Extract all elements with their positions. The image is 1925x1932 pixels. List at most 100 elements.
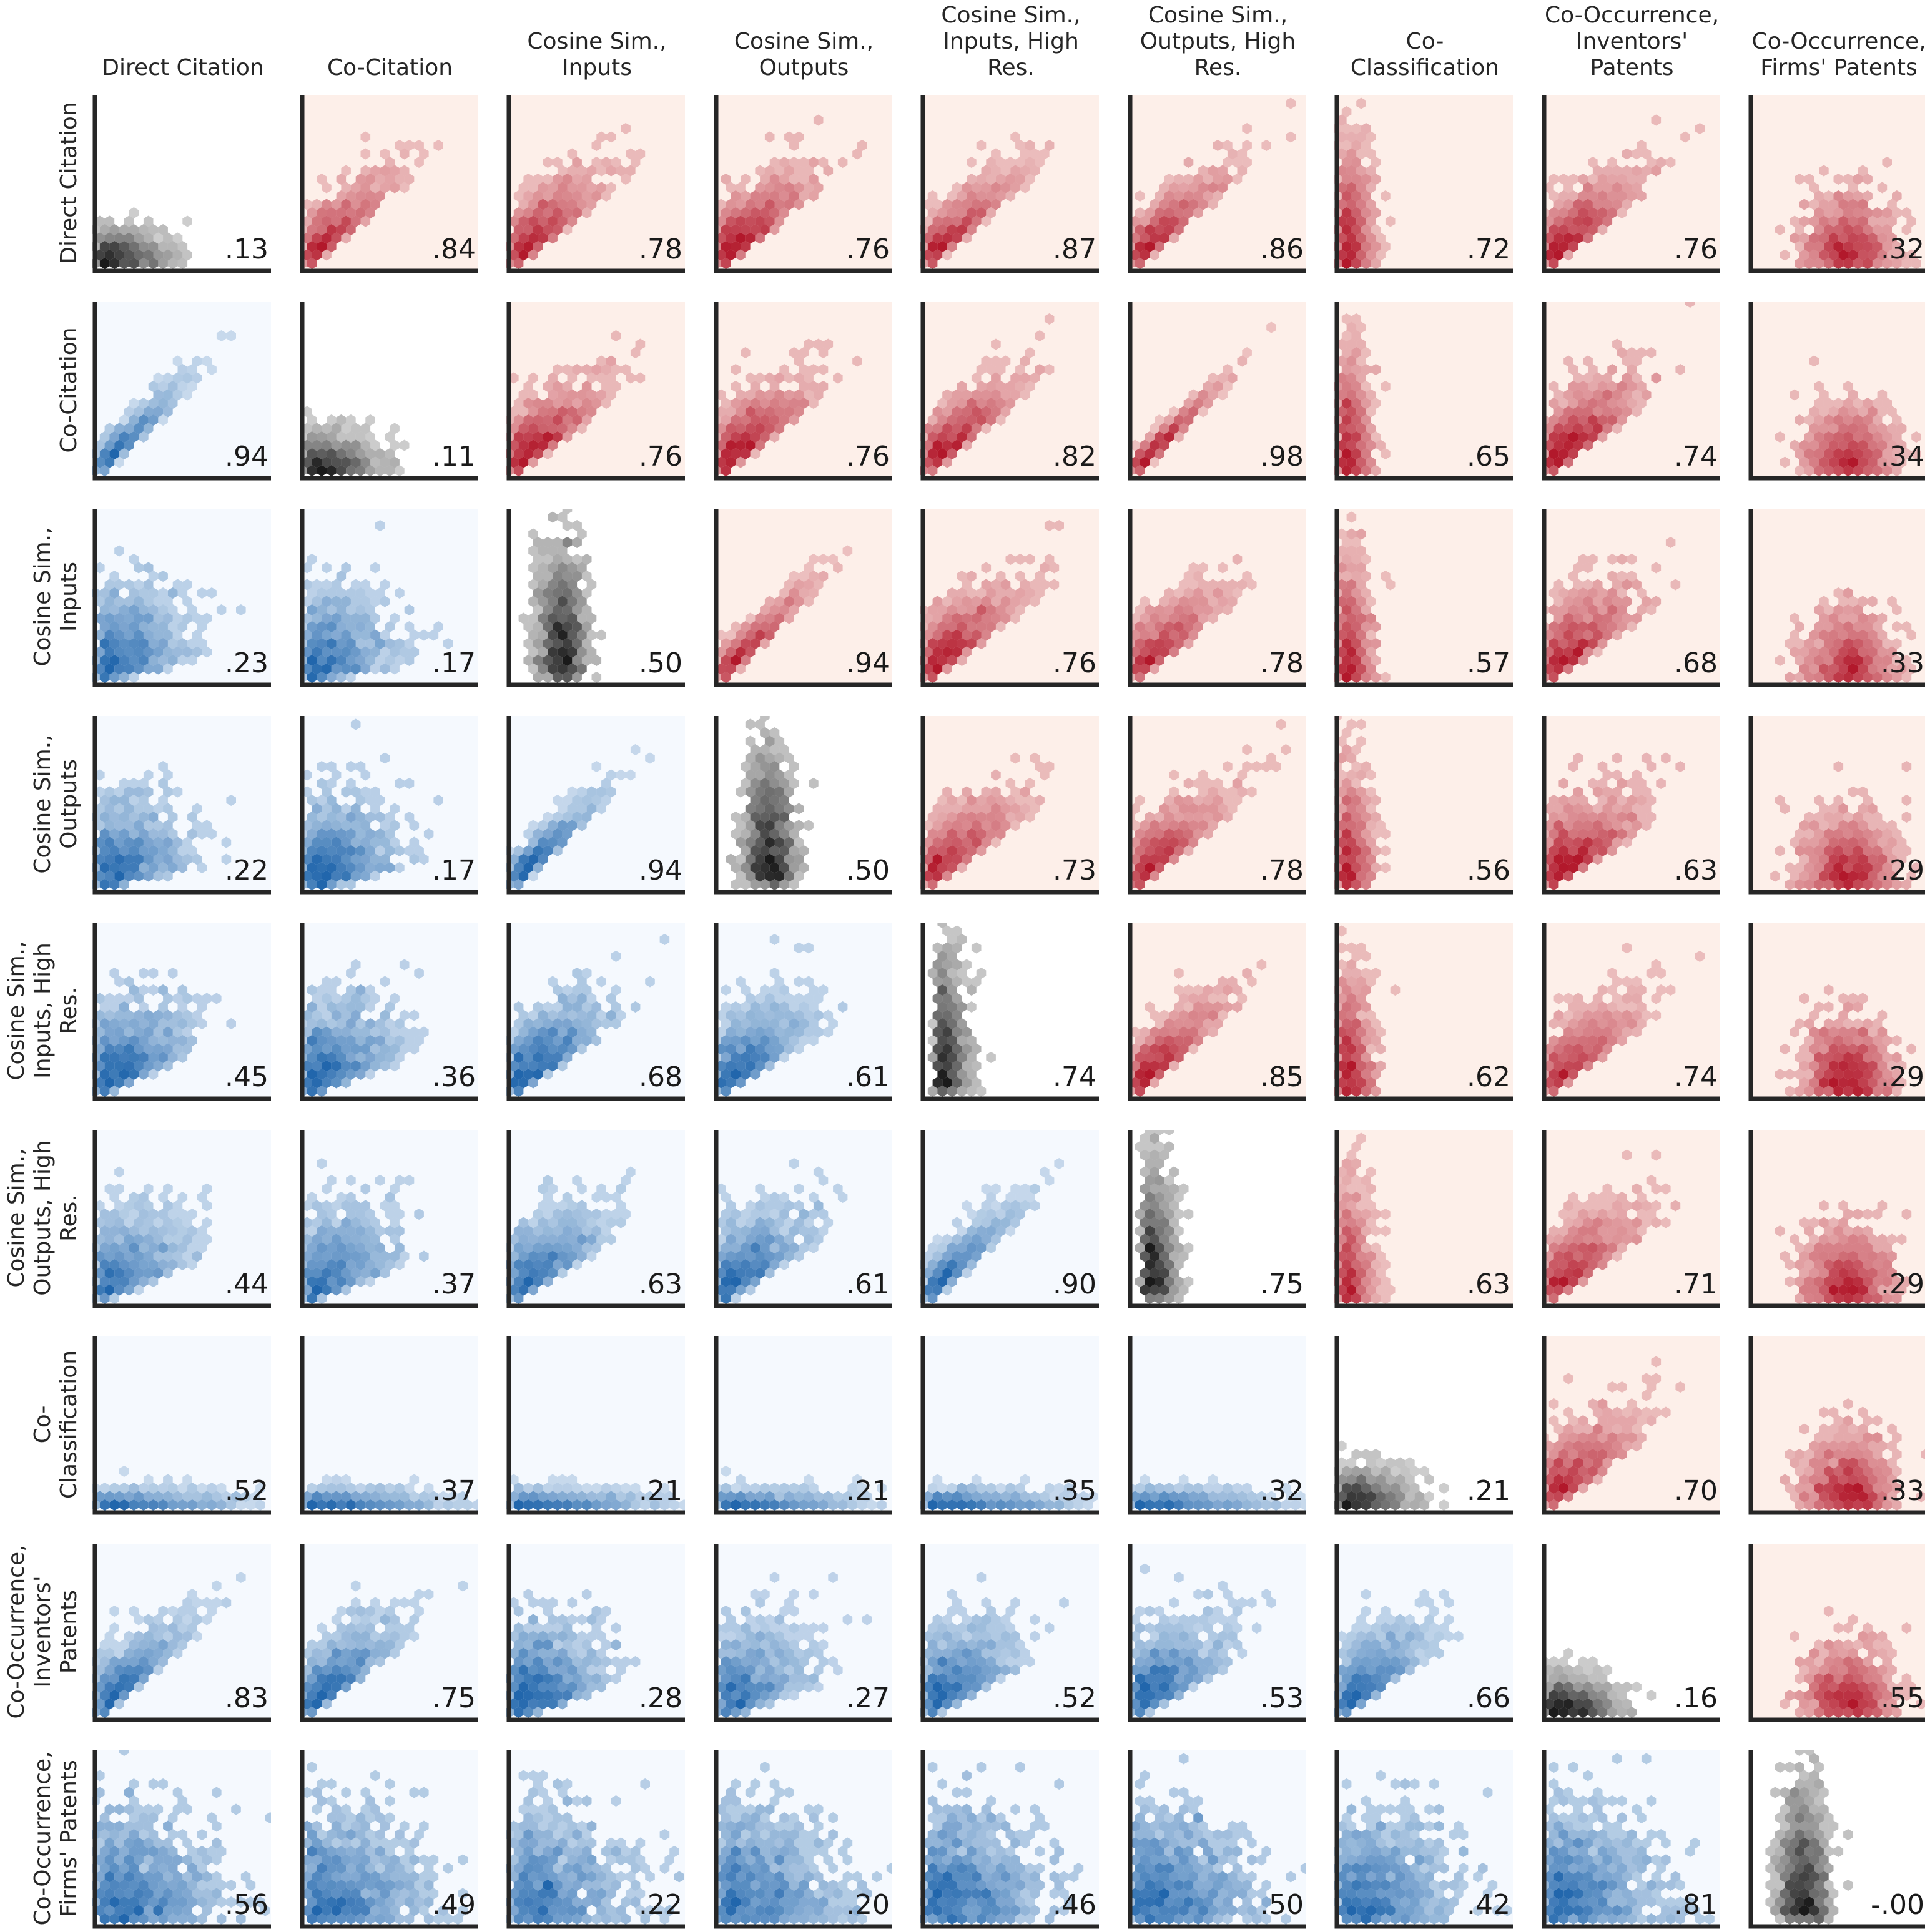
hexbin-cell [134,596,144,607]
hexbin-cell [192,629,202,641]
hexbin-cell [1130,853,1140,865]
hexbin-cell [380,752,390,763]
hexbin-cell [394,1225,405,1237]
hexbin-cell [1149,215,1159,227]
hexbin-cell [533,672,543,683]
hexbin-cell [740,414,751,426]
hexbin-cell [1622,803,1632,814]
hexbin-cell [995,828,1006,840]
hexbin-cell [1140,215,1150,227]
hexbin-cell [134,663,144,675]
hexbin-cell [577,199,587,210]
hexbin-cell [370,786,380,797]
hexbin-cell [1140,596,1150,607]
hexbin-cell [1135,604,1145,615]
hexbin-cell [153,629,164,641]
hexbin-cell [1054,520,1064,531]
hexbin-cell [1582,820,1593,831]
hexbin-cell [1578,174,1588,185]
hexbin-cell [124,596,134,607]
hexbin-cell [528,646,538,658]
hexbin-cell [1553,1009,1563,1021]
axis-spine [300,1129,478,1308]
hexbin-cell [134,629,144,641]
hexbin-cell [769,727,779,738]
hexbin-cell [1346,836,1357,848]
hexbin-cell [523,241,533,252]
hexbin-cell [1351,743,1361,755]
hexbin-cell [143,786,154,797]
hexbin-cell [163,612,173,624]
hexbin-cell [1183,638,1193,649]
hexbin-cell [1281,743,1291,755]
hexbin-cell [789,174,799,185]
hexbin-cell [962,853,972,865]
hexbin-cell [312,232,322,244]
hexbin-cell [1868,820,1878,831]
hexbin-cell [726,1026,736,1038]
hexbin-cell [1799,439,1809,451]
hexbin-cell [1597,1018,1607,1029]
hexbin-cell [577,1233,587,1245]
hexbin-cell [952,1250,962,1262]
hexbin-cell [1178,993,1188,1004]
hexbin-cell [1592,372,1602,383]
hexbin-cell [947,1258,957,1270]
hexbin-cell [1587,397,1598,409]
hexbin-cell [932,836,943,848]
hexbin-cell [1828,1077,1839,1089]
hexbin-cell [109,1275,119,1287]
hexbin-cell [1337,355,1347,366]
hexbin-cell [1361,1018,1371,1029]
hexbin-cell [316,794,327,806]
hexbin-cell [177,1225,188,1237]
hexbin-cell [730,638,741,649]
hexbin-cell [538,646,548,658]
hexbin-cell [596,976,606,988]
hexbin-cell [586,612,597,624]
hexbin-cell [976,190,987,202]
hexbin-cell [1563,853,1573,865]
hexbin-cell [336,571,346,582]
hexbin-cell [1646,346,1656,358]
hexbin-cell [302,629,312,641]
hexbin-cell [192,1233,202,1245]
panel-diagonal: .50 [714,715,892,894]
hexbin-cell [1892,1069,1902,1080]
hexbin-cell [340,1284,351,1295]
hexbin-cell [1799,1060,1809,1072]
hexbin-cell [172,1233,183,1245]
hexbin-cell [1582,1009,1593,1021]
hexbin-cell [302,1026,312,1038]
hexbin-cell [1351,554,1361,565]
hexbin-cell [1188,993,1198,1004]
hexbin-cell [716,1217,726,1228]
hexbin-cell [1843,1001,1853,1013]
hexbin-cell [557,1267,568,1278]
hexbin-cell [730,1225,741,1237]
hexbin-cell [947,604,957,615]
hexbin-cell [1154,1052,1164,1063]
hexbin-cell [1631,820,1642,831]
hexbin-cell [1868,612,1878,624]
hexbin-cell [109,571,119,582]
hexbin-cell [1882,1086,1892,1097]
hexbin-cell [1154,1208,1164,1220]
hexbin-cell [365,1069,375,1080]
hexbin-cell [562,1225,573,1237]
hexbin-cell [957,207,967,218]
hexbin-cell [1558,431,1568,443]
hexbin-cell [1337,456,1347,468]
hexbin-cell [523,1258,533,1270]
hexbin-cell [95,1233,105,1245]
hexbin-cell [518,612,529,624]
hexbin-cell [1337,131,1347,143]
hexbin-cell [754,1183,765,1194]
hexbin-cell [167,258,178,269]
hexbin-cell [331,1009,341,1021]
hexbin-cell [1858,215,1868,227]
hexbin-cell [1882,224,1892,235]
hexbin-cell [581,363,592,375]
hexbin-cell [932,1009,943,1021]
hexbin-cell [95,1026,105,1038]
